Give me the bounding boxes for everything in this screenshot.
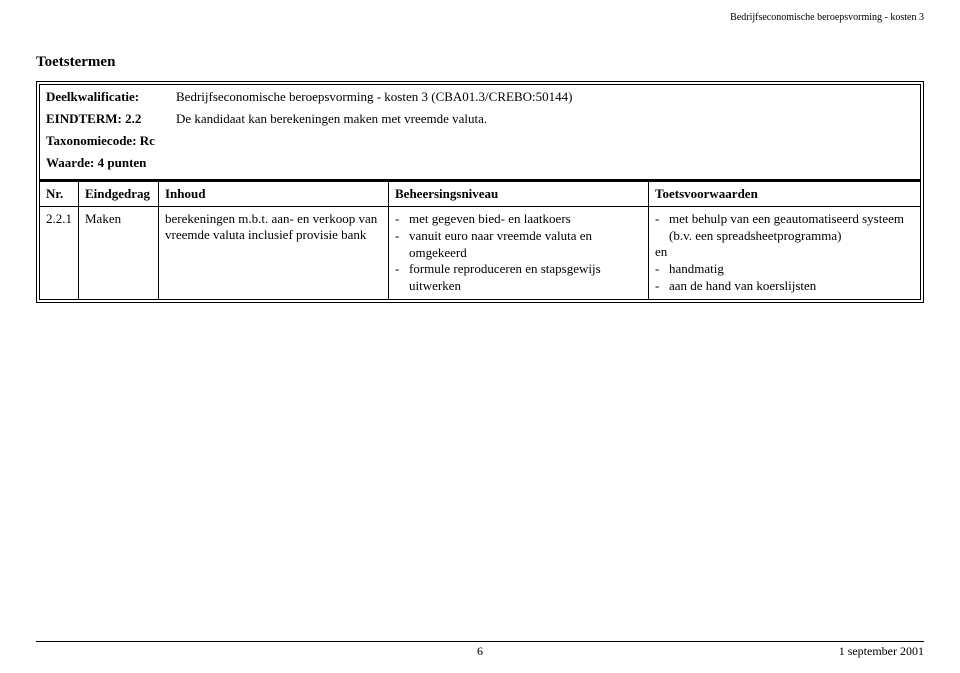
- meta-value-deelkwalificatie: Bedrijfseconomische beroepsvorming - kos…: [176, 89, 914, 105]
- beheers-list: met gegeven bied- en laatkoers vanuit eu…: [395, 211, 642, 244]
- meta-value-eindterm: De kandidaat kan berekeningen maken met …: [176, 111, 914, 127]
- beheers-item-3b: uitwerken: [395, 278, 642, 294]
- beheers-item-1: met gegeven bied- en laatkoers: [395, 211, 642, 227]
- cell-nr: 2.2.1: [40, 207, 79, 300]
- meta-label-deelkwalificatie: Deelkwalificatie:: [46, 89, 176, 105]
- meta-label-eindterm: EINDTERM: 2.2: [46, 111, 176, 127]
- meta-label-waarde: Waarde: 4 punten: [46, 155, 146, 171]
- col-header-nr: Nr.: [40, 182, 79, 207]
- beheers-item-2b: omgekeerd: [395, 245, 642, 261]
- beheers-item-3: formule reproduceren en stapsgewijs: [395, 261, 642, 277]
- beheers-item-3a: formule reproduceren en stapsgewijs: [409, 261, 601, 276]
- col-header-eindgedrag: Eindgedrag: [79, 182, 159, 207]
- meta-label-taxonomiecode: Taxonomiecode: Rc: [46, 133, 155, 149]
- table-row: 2.2.1 Maken berekeningen m.b.t. aan- en …: [40, 207, 920, 300]
- col-header-beheersingsniveau: Beheersingsniveau: [389, 182, 649, 207]
- beheers-list-2: formule reproduceren en stapsgewijs: [395, 261, 642, 277]
- inhoud-line-2: vreemde valuta inclusief provisie bank: [165, 227, 382, 243]
- beheers-item-2a: vanuit euro naar vreemde valuta en: [409, 228, 592, 243]
- content-frame-outer: Deelkwalificatie: Bedrijfseconomische be…: [36, 81, 924, 303]
- page-footer: 6 1 september 2001: [36, 641, 924, 659]
- cell-beheersingsniveau: met gegeven bied- en laatkoers vanuit eu…: [389, 207, 649, 300]
- section-title: Toetstermen: [36, 54, 924, 71]
- toets-list: met behulp van een geautomatiseerd syste…: [655, 211, 914, 227]
- toets-item-1a: met behulp van een geautomatiseerd syste…: [669, 211, 904, 226]
- col-header-inhoud: Inhoud: [159, 182, 389, 207]
- meta-row-waarde: Waarde: 4 punten: [40, 151, 920, 175]
- data-table: Nr. Eindgedrag Inhoud Beheersingsniveau …: [40, 181, 920, 299]
- toets-item-1b: (b.v. een spreadsheetprogramma): [655, 228, 914, 244]
- content-frame-inner: Deelkwalificatie: Bedrijfseconomische be…: [39, 84, 921, 300]
- cell-eindgedrag: Maken: [79, 207, 159, 300]
- table-header-row: Nr. Eindgedrag Inhoud Beheersingsniveau …: [40, 182, 920, 207]
- beheers-item-2: vanuit euro naar vreemde valuta en: [395, 228, 642, 244]
- toets-item-1: met behulp van een geautomatiseerd syste…: [655, 211, 914, 227]
- toets-item-2: handmatig: [655, 261, 914, 277]
- col-header-toetsvoorwaarden: Toetsvoorwaarden: [649, 182, 921, 207]
- toets-item-3: aan de hand van koerslijsten: [655, 278, 914, 294]
- meta-row-eindterm: EINDTERM: 2.2 De kandidaat kan berekenin…: [40, 107, 920, 129]
- meta-row-taxonomiecode: Taxonomiecode: Rc: [40, 129, 920, 151]
- running-head: Bedrijfseconomische beroepsvorming - kos…: [730, 12, 924, 23]
- meta-row-deelkwalificatie: Deelkwalificatie: Bedrijfseconomische be…: [40, 85, 920, 107]
- toets-list-2: handmatig aan de hand van koerslijsten: [655, 261, 914, 294]
- page: Bedrijfseconomische beroepsvorming - kos…: [0, 0, 960, 673]
- cell-inhoud: berekeningen m.b.t. aan- en verkoop van …: [159, 207, 389, 300]
- inhoud-line-1: berekeningen m.b.t. aan- en verkoop van: [165, 211, 382, 227]
- cell-toetsvoorwaarden: met behulp van een geautomatiseerd syste…: [649, 207, 921, 300]
- toets-en: en: [655, 244, 914, 260]
- footer-page-number: 6: [36, 644, 924, 659]
